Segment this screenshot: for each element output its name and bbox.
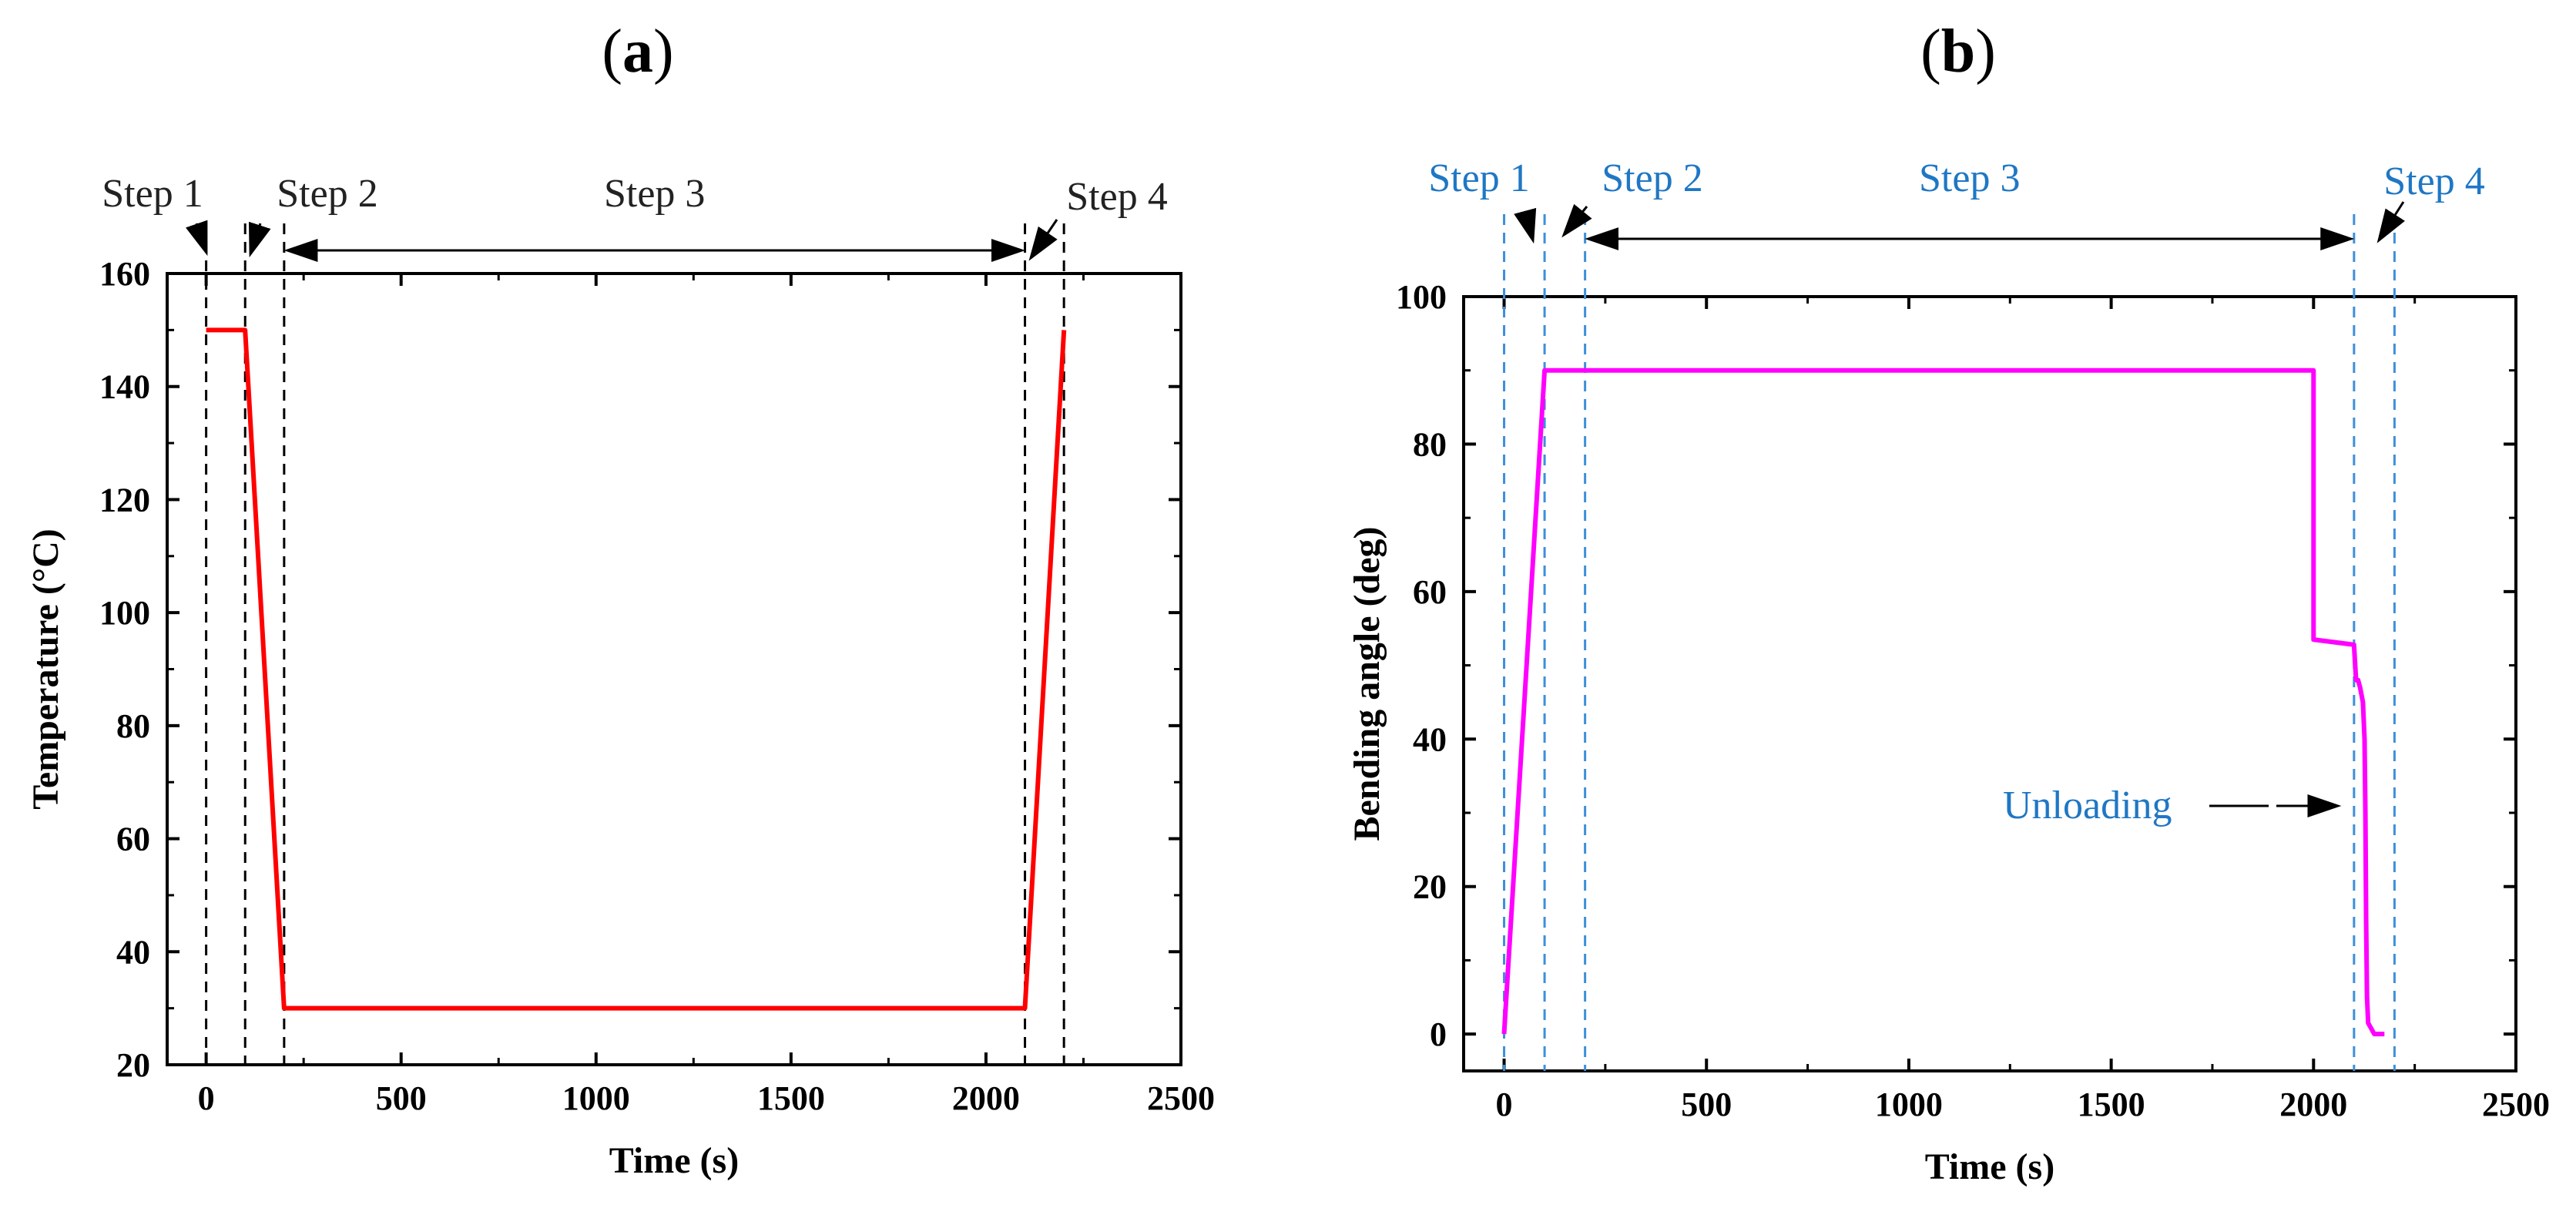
panel-b-label: (b) — [1920, 18, 1996, 86]
y-tick-label: 40 — [116, 933, 150, 971]
step-label: Step 1 — [102, 172, 203, 216]
x-tick-label: 0 — [1496, 1086, 1513, 1123]
step-pointer-arrow — [2376, 201, 2405, 243]
x-tick-label: 1500 — [757, 1079, 825, 1117]
panel-a-label: (a) — [602, 18, 673, 86]
x-tick-label: 2000 — [2279, 1086, 2347, 1123]
chart-temperature: 0 500 1000 1500 2000 2500 20 40 60 80 100 120 140 160… — [25, 172, 1215, 1181]
x-tick-label: 2500 — [1147, 1079, 1215, 1117]
y-tick-label: 0 — [1430, 1015, 1447, 1053]
step-pointer-arrow — [1514, 207, 1537, 244]
y-tick-label: 80 — [116, 707, 150, 745]
x-axis-label: Time (s) — [609, 1140, 739, 1181]
y-tick-label: 20 — [116, 1046, 150, 1084]
y-axis-label: Bending angle (deg) — [1347, 526, 1387, 841]
y-tick-label: 160 — [99, 255, 150, 293]
step-label: Step 2 — [277, 172, 377, 216]
x-tick-label: 2000 — [952, 1079, 1020, 1117]
series-line — [1501, 368, 2385, 1037]
y-tick-label: 100 — [1396, 278, 1447, 316]
x-tick-label: 0 — [198, 1079, 215, 1117]
y-tick-label: 40 — [1413, 720, 1447, 758]
y-tick-label: 20 — [1413, 868, 1447, 906]
y-tick-label: 60 — [116, 821, 150, 858]
y-tick-label: 140 — [99, 368, 150, 406]
x-tick-label: 2500 — [2482, 1086, 2550, 1123]
step-label: Step 2 — [1602, 156, 1702, 200]
step-pointer-arrow — [248, 221, 271, 258]
unloading-label: Unloading — [2003, 784, 2172, 827]
step-label: Step 1 — [1428, 156, 1529, 200]
step-label: Step 4 — [1066, 175, 1167, 219]
x-tick-label: 1000 — [562, 1079, 630, 1117]
x-axis-label: Time (s) — [1925, 1146, 2054, 1187]
series-line — [206, 327, 1067, 1011]
chart-bending-angle: 0 500 1000 1500 2000 2500 0 20 40 60 80 100 Time (s)… — [1347, 156, 2550, 1187]
y-tick-label: 100 — [99, 594, 150, 632]
step-label: Step 3 — [604, 172, 705, 216]
plot-frame — [1462, 295, 2517, 1072]
step-pointer-arrow — [1561, 203, 1592, 238]
x-tick-label: 500 — [1681, 1086, 1732, 1123]
y-tick-label: 80 — [1413, 425, 1447, 463]
x-tick-label: 1000 — [1875, 1086, 1943, 1123]
step-label: Step 4 — [2383, 159, 2484, 203]
x-tick-label: 500 — [376, 1079, 427, 1117]
x-tick-label: 1500 — [2078, 1086, 2145, 1123]
step-label: Step 3 — [1919, 156, 2020, 200]
step-pointer-arrow — [1028, 219, 1058, 261]
y-tick-label: 120 — [99, 481, 150, 519]
step-pointer-arrow — [185, 220, 208, 257]
y-axis-label: Temperature (°C) — [25, 529, 66, 809]
y-tick-label: 60 — [1413, 573, 1447, 611]
